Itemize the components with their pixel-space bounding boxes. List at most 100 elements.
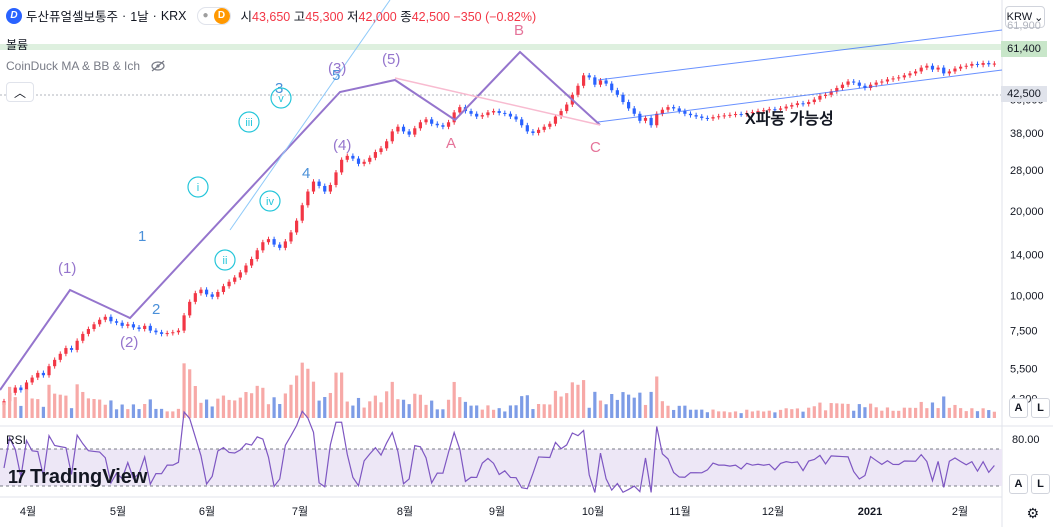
y-tick-label: 14,000 (1010, 250, 1044, 262)
candle-body (947, 71, 951, 74)
volume-bar (885, 407, 890, 418)
ma-band (0, 44, 1002, 50)
candle-body (497, 111, 501, 113)
symbol-name[interactable]: 두산퓨얼셀보통주 (26, 10, 119, 24)
candle-body (587, 75, 591, 78)
auto-scale-button[interactable]: A (1009, 398, 1028, 418)
volume-bar (581, 380, 586, 418)
y-tick-label: 7,500 (1010, 326, 1038, 338)
volume-bar (469, 405, 473, 418)
volume-bar (261, 387, 265, 418)
candle-body (103, 316, 107, 320)
candle-body (964, 65, 968, 67)
candle-body (233, 277, 237, 282)
subwave-label: v (278, 93, 284, 105)
candle-body (114, 321, 119, 323)
volume-bar (340, 372, 344, 418)
volume-bar (700, 409, 704, 418)
interval-label[interactable]: 1날 (130, 10, 149, 24)
candle-body (486, 112, 490, 116)
subwave-label: iv (266, 196, 274, 208)
log-scale-button[interactable]: L (1031, 398, 1050, 418)
candle-body (53, 359, 57, 367)
candle-body (559, 111, 563, 117)
candle-body (435, 123, 439, 126)
volume-bar (953, 404, 957, 418)
volume-bar (165, 411, 169, 418)
wave-label: B (514, 22, 524, 39)
candle-body (143, 325, 147, 330)
volume-bar (992, 411, 996, 418)
volume-bar (947, 407, 951, 418)
currency-selector[interactable]: KRW ⌄ (1005, 6, 1045, 28)
volume-bar (401, 399, 406, 418)
candle-body (351, 155, 355, 159)
volume-bar (109, 400, 113, 418)
candle-body (756, 111, 760, 113)
volume-bar (188, 369, 192, 418)
tv-mark-icon: 17 (8, 467, 26, 487)
wave-label: (4) (333, 137, 351, 154)
candle-body (13, 387, 17, 393)
candle-body (908, 73, 912, 76)
candle-body (508, 113, 513, 117)
volume-bar (390, 381, 394, 418)
volume-bar (683, 405, 687, 418)
candle-body (773, 109, 777, 111)
candle-body (491, 111, 496, 113)
volume-bar (491, 409, 496, 418)
volume-bar (334, 372, 338, 418)
volume-bar (981, 408, 985, 418)
candle-body (778, 108, 783, 110)
subwave-label: ii (223, 255, 228, 267)
candle-body (86, 329, 91, 334)
candle-body (379, 148, 383, 153)
volume-bar (756, 410, 760, 418)
volume-bar (36, 399, 40, 418)
volume-bar (677, 405, 681, 418)
y-tick-label: 28,000 (1010, 165, 1044, 177)
indicator-label[interactable]: CoinDuck MA & BB & Ich (6, 59, 166, 73)
subwave-circle (187, 176, 209, 198)
rsi-auto-button[interactable]: A (1009, 474, 1028, 494)
volume-bar (643, 404, 648, 418)
candle-body (621, 94, 625, 103)
candle-body (874, 82, 878, 85)
candle-body (795, 103, 800, 106)
volume-bar (272, 397, 276, 418)
candle-body (863, 85, 867, 88)
volume-bar (733, 411, 738, 418)
candle-body (812, 99, 816, 103)
candle-body (452, 112, 456, 123)
collapse-legend-button[interactable]: ︿ (6, 82, 34, 102)
volume-bar (868, 403, 873, 418)
candle-body (345, 155, 349, 160)
volume-bar (970, 408, 974, 418)
volume-bar (503, 411, 507, 418)
volume-bar (75, 384, 79, 418)
gear-icon[interactable]: ⚙ (1026, 505, 1039, 521)
volume-bar (317, 400, 321, 418)
volume-bar (840, 403, 845, 418)
volume-bar (576, 384, 580, 418)
candle-body (210, 294, 214, 297)
candle-body (30, 377, 34, 383)
volume-bar (632, 397, 636, 418)
volume-bar (171, 411, 175, 418)
volume-bar (553, 390, 558, 418)
rsi-log-button[interactable]: L (1031, 474, 1050, 494)
eye-off-icon[interactable] (150, 60, 166, 72)
candle-body (525, 125, 529, 132)
candle-body (981, 63, 985, 65)
volume-bar (98, 399, 102, 418)
candle-body (306, 191, 310, 206)
volume-bar (508, 405, 513, 418)
volume-bar (835, 403, 839, 418)
candle-body (643, 117, 648, 121)
candle-body (244, 265, 248, 273)
ma-price-tag: 61,400 (1001, 41, 1047, 57)
data-status-pill[interactable]: ● D (196, 6, 231, 25)
volume-bar (475, 405, 479, 418)
volume-bar (143, 404, 147, 418)
